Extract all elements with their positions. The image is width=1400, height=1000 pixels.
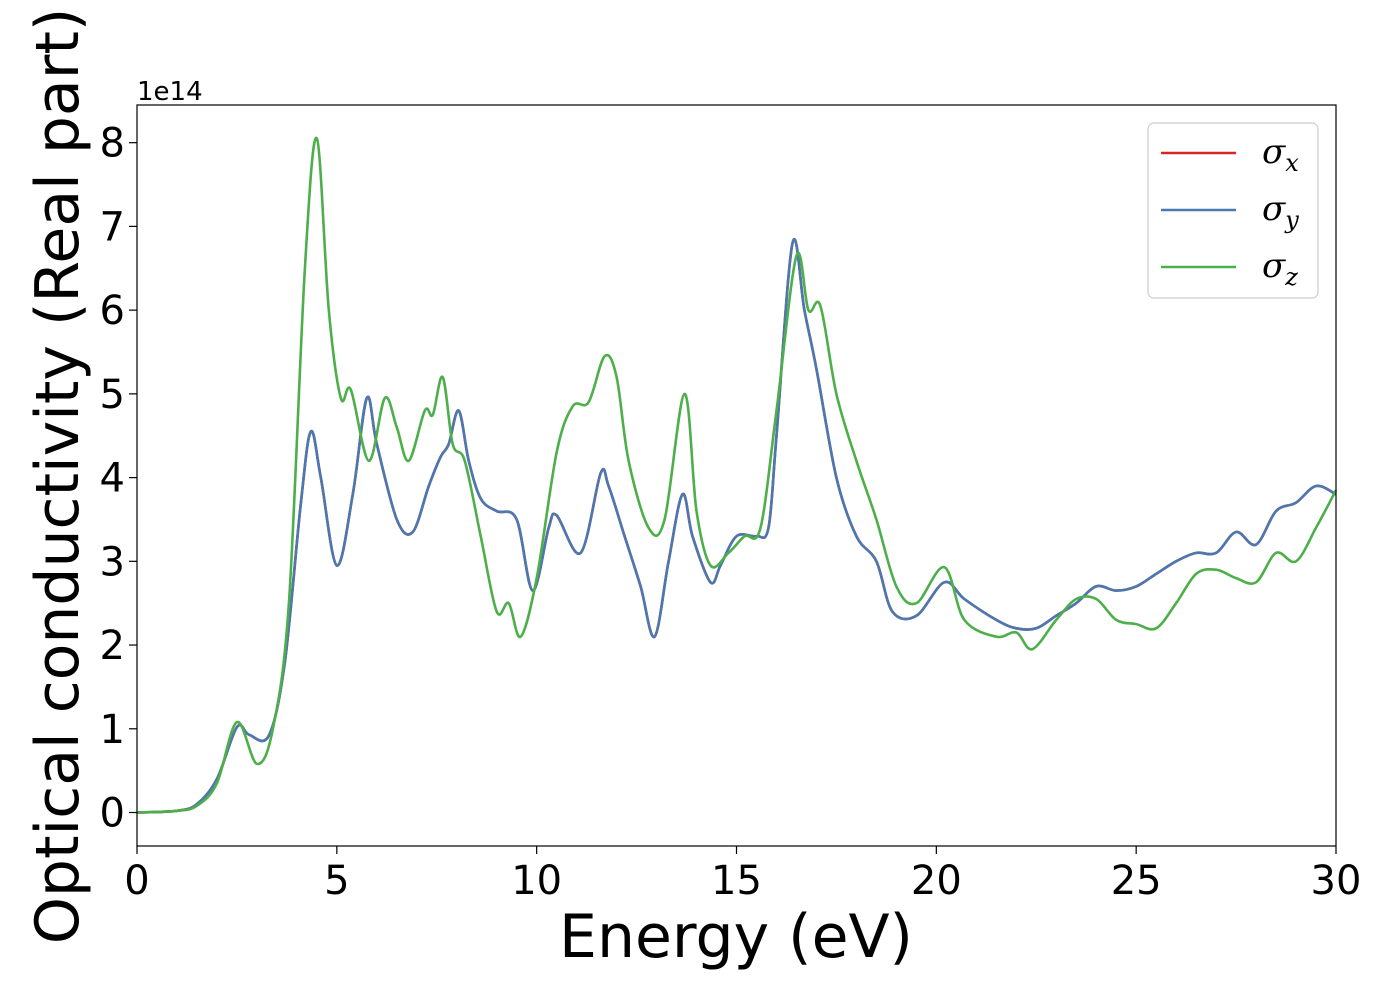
x-tick-label: 5 [324, 858, 349, 904]
y-axis-label: Optical conductivity (Real part) [23, 8, 93, 945]
series-line-x [136, 238, 1337, 814]
legend-label-z: σz [1262, 246, 1298, 291]
y-tick-label: 3 [100, 539, 125, 585]
y-tick-label: 5 [100, 372, 125, 418]
x-tick-label: 0 [124, 858, 149, 904]
y-tick-label: 2 [100, 623, 125, 669]
axis-ticks: 0 5 10 15 20 25 30 0 1 2 3 4 5 6 7 8 [100, 121, 1362, 904]
legend-label-y: σy [1262, 189, 1299, 234]
series-line-y [136, 238, 1337, 814]
y-offset-label: 1e14 [137, 77, 203, 107]
legend: σx σy σz [1147, 122, 1319, 299]
x-tick-label: 20 [911, 858, 962, 904]
plot-frame [136, 104, 1337, 847]
x-tick-label: 25 [1111, 858, 1162, 904]
y-tick-label: 4 [100, 456, 125, 502]
x-axis-label: Energy (eV) [559, 902, 913, 972]
x-tick-label: 30 [1311, 858, 1362, 904]
x-tick-label: 15 [711, 858, 762, 904]
y-tick-label: 7 [100, 204, 125, 250]
y-tick-label: 8 [100, 121, 125, 167]
x-tick-label: 10 [511, 858, 562, 904]
y-tick-label: 0 [100, 791, 125, 837]
y-tick-label: 6 [100, 288, 125, 334]
legend-label-x: σx [1262, 132, 1299, 177]
y-tick-label: 1 [100, 707, 125, 753]
plot-lines [136, 136, 1338, 814]
series-line-z [136, 136, 1338, 814]
